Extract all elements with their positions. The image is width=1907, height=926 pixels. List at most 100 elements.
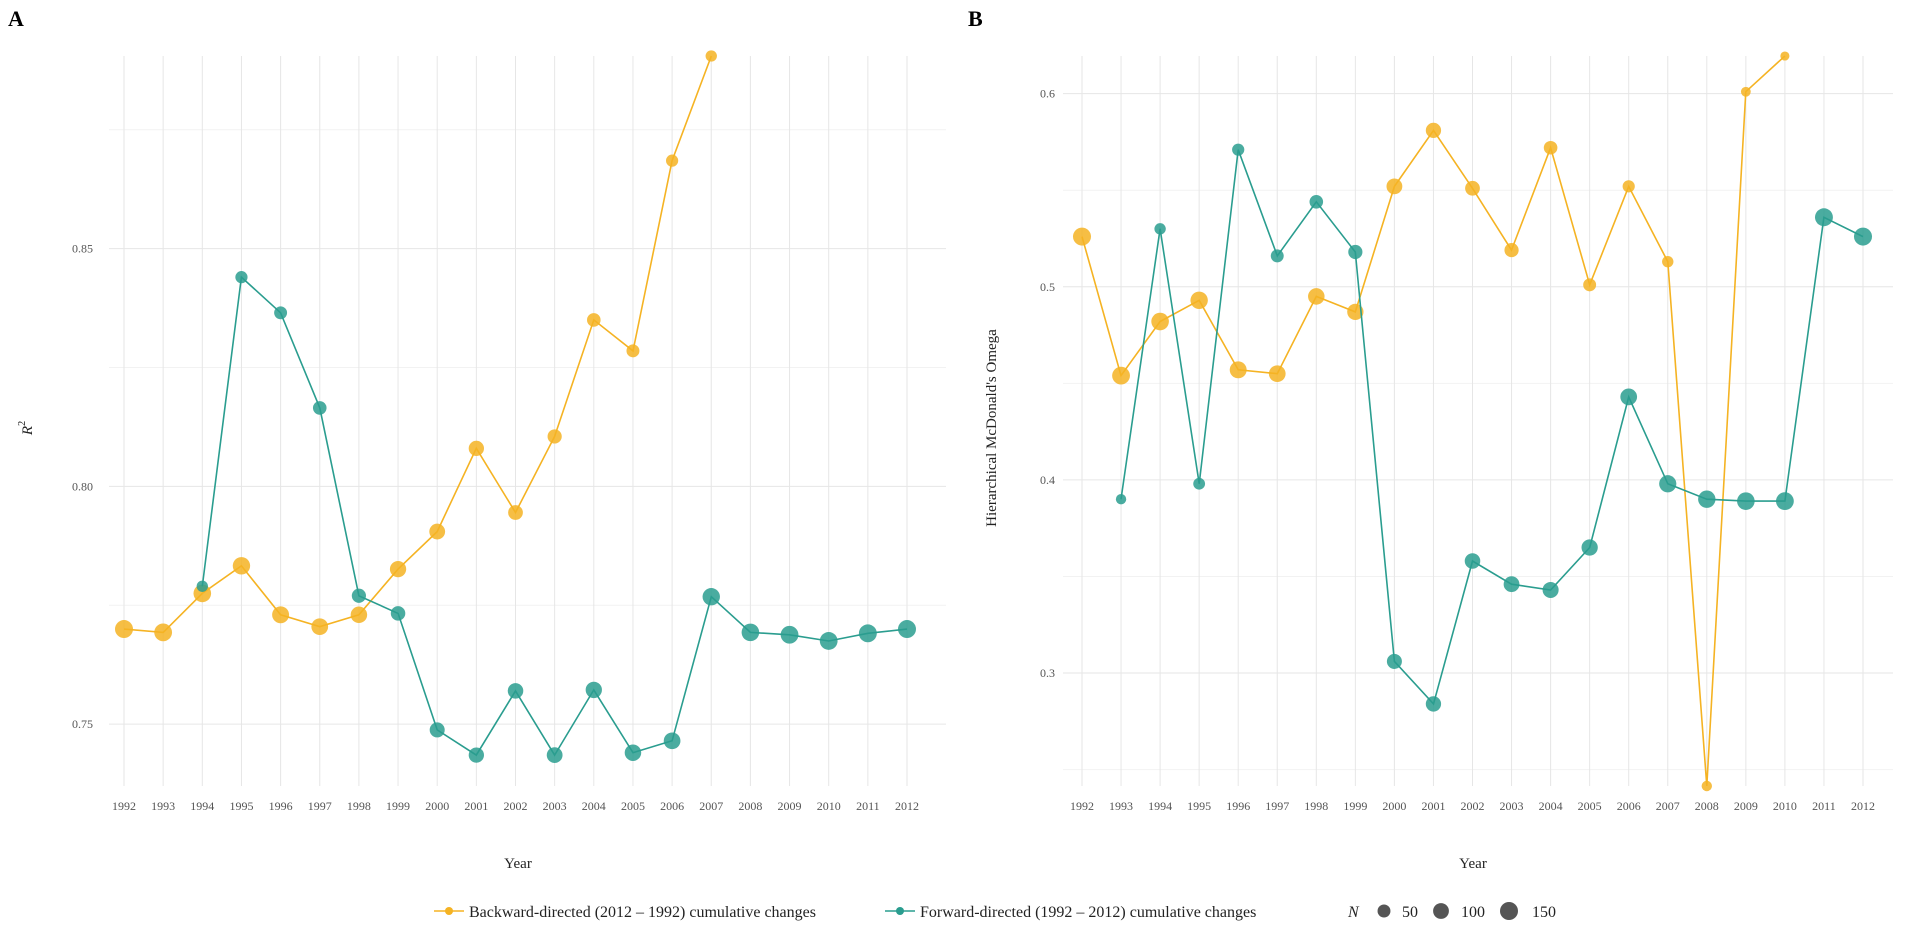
panel-b-x-tick-label: 2007 <box>1656 799 1680 813</box>
panel-a-y-ticks: 0.75 0.80 0.85 <box>72 242 93 732</box>
panel-a-x-tick-label: 2001 <box>464 799 488 813</box>
panel-a-y-tick-label: 0.80 <box>72 479 93 493</box>
panel-a-forward-point <box>235 271 248 284</box>
legend-size-title: N <box>1347 904 1360 921</box>
panel-b-forward-point <box>1854 227 1872 246</box>
panel-a-backward-point <box>115 620 133 639</box>
panel-a-forward-point <box>624 744 642 761</box>
panel-b-x-ticks: 1992 1993 1994 1995 1996 1997 1998 1999 2000 2001… <box>1070 799 1875 813</box>
panel-a-backward-line <box>123 55 713 634</box>
panel-b-backward-point <box>1386 178 1403 195</box>
panel-b-forward-point <box>1698 490 1716 508</box>
panel-a-y-axis-title: R2 <box>17 421 36 436</box>
legend-size-label-50: 50 <box>1402 904 1418 921</box>
panel-b-backward-point <box>1268 365 1286 383</box>
panel-b-x-tick-label: 1998 <box>1304 799 1328 813</box>
panel-a-forward-point <box>312 401 327 415</box>
panel-a-forward-point <box>351 588 366 603</box>
panel-b-x-tick-label: 1999 <box>1343 799 1367 813</box>
panel-b-grid <box>1063 56 1893 786</box>
panel-a-backward-point <box>311 618 329 636</box>
panel-b-backward-point <box>1347 303 1364 321</box>
panel-b-forward-point <box>1542 581 1559 599</box>
panel-b-backward-point <box>1622 180 1635 193</box>
panel-b-forward-point <box>1154 223 1166 235</box>
panel-a-x-tick-label: 1996 <box>269 799 293 813</box>
panel-a-y-tick-label: 0.75 <box>72 717 93 731</box>
panel-b-x-tick-label: 2009 <box>1734 799 1758 813</box>
panel-b-forward-point <box>1270 249 1284 263</box>
legend-size-label-100: 100 <box>1461 904 1485 921</box>
panel-b-x-tick-label: 2000 <box>1382 799 1406 813</box>
panel-a-backward-point <box>626 344 640 358</box>
panel-b-x-tick-label: 1994 <box>1148 799 1172 813</box>
panel-a-x-tick-label: 2003 <box>543 799 567 813</box>
panel-b-backward-point <box>1465 180 1480 196</box>
panel-a-series <box>115 50 916 763</box>
panel-b-x-axis-title: Year <box>1459 856 1487 872</box>
panel-a-backward-point <box>350 606 368 624</box>
panel-b-series <box>1073 51 1872 792</box>
panel-a-forward-point <box>702 588 720 606</box>
panel-b-backward-point <box>1112 366 1130 385</box>
panel-a-forward-point <box>741 623 760 642</box>
panel-a-forward-point <box>274 306 288 320</box>
panel-a-y-tick-label: 0.85 <box>72 242 93 256</box>
panel-b-forward-point <box>1425 696 1442 712</box>
panel-b-x-tick-label: 2011 <box>1812 799 1836 813</box>
panel-a-forward-point <box>898 620 916 639</box>
panel-b-x-tick-label: 2010 <box>1773 799 1797 813</box>
panel-a-backward-point <box>705 50 717 62</box>
legend-item-forward: Forward-directed (1992 – 2012) cumulativ… <box>885 904 1256 921</box>
panel-a-forward-point <box>390 606 406 621</box>
panel-b-x-tick-label: 2008 <box>1695 799 1719 813</box>
panel-a-grid <box>109 56 946 786</box>
panel-a-x-tick-label: 2011 <box>856 799 880 813</box>
panel-a-backward-point <box>666 154 679 167</box>
panel-a-x-tick-label: 2004 <box>582 799 606 813</box>
legend-size-marker-100 <box>1433 903 1449 919</box>
panel-a-x-tick-label: 1999 <box>386 799 410 813</box>
panel-a-label: A <box>8 6 24 31</box>
panel-b-y-tick-label: 0.5 <box>1040 280 1055 294</box>
panel-a-backward-point <box>154 623 173 642</box>
panel-b-backward-point <box>1662 255 1674 268</box>
panel-a-x-tick-label: 2010 <box>817 799 841 813</box>
panel-a-x-tick-label: 1997 <box>308 799 332 813</box>
panel-b-x-tick-label: 2002 <box>1461 799 1485 813</box>
panel-b-backward-point <box>1504 242 1519 258</box>
panel-b-backward-point <box>1073 227 1091 246</box>
panel-b-backward-point <box>1229 361 1247 379</box>
panel-a-x-ticks: 1992 1993 1994 1995 1996 1997 1998 1999 2000 2001… <box>112 799 919 813</box>
panel-a-forward-point <box>663 732 681 750</box>
panel-b-forward-point <box>1193 477 1206 490</box>
legend-size-marker-50 <box>1377 904 1391 918</box>
panel-a-backward-point <box>272 606 290 624</box>
panel-a-x-tick-label: 2007 <box>699 799 723 813</box>
panel-a-backward-point <box>389 561 407 578</box>
legend-size-marker-150 <box>1500 902 1518 920</box>
panel-a-forward-point <box>585 681 602 699</box>
legend-item-backward: Backward-directed (2012 – 1992) cumulati… <box>434 904 816 921</box>
panel-b-forward-point <box>1464 553 1481 569</box>
panel-a-chart: A 0.750.800.85 1992 1993 1994 1995 1996 1997 1… <box>8 6 946 872</box>
panel-a-forward-point <box>780 625 799 644</box>
panel-b-y-axis-title: Hierarchical McDonald's Omega <box>984 329 1000 527</box>
panel-b-x-tick-label: 1997 <box>1265 799 1289 813</box>
legend: Backward-directed (2012 – 1992) cumulati… <box>434 902 1556 921</box>
legend-backward-marker <box>445 907 453 915</box>
panel-b-y-tick-label: 0.6 <box>1040 87 1055 101</box>
panel-b-forward-point <box>1737 492 1755 510</box>
panel-a-forward-point <box>429 722 445 738</box>
panel-a-forward-point <box>546 747 563 763</box>
panel-a-x-tick-label: 1998 <box>347 799 371 813</box>
panel-b-forward-point <box>1348 244 1363 260</box>
panel-b-y-tick-label: 0.4 <box>1040 473 1055 487</box>
panel-b-backward-point <box>1425 122 1442 138</box>
panel-a-x-tick-label: 2012 <box>895 799 919 813</box>
panel-b-backward-point <box>1701 780 1712 792</box>
panel-a-forward-point <box>858 624 877 643</box>
panel-a-x-tick-label: 2006 <box>660 799 684 813</box>
panel-b-forward-line <box>1120 149 1864 706</box>
